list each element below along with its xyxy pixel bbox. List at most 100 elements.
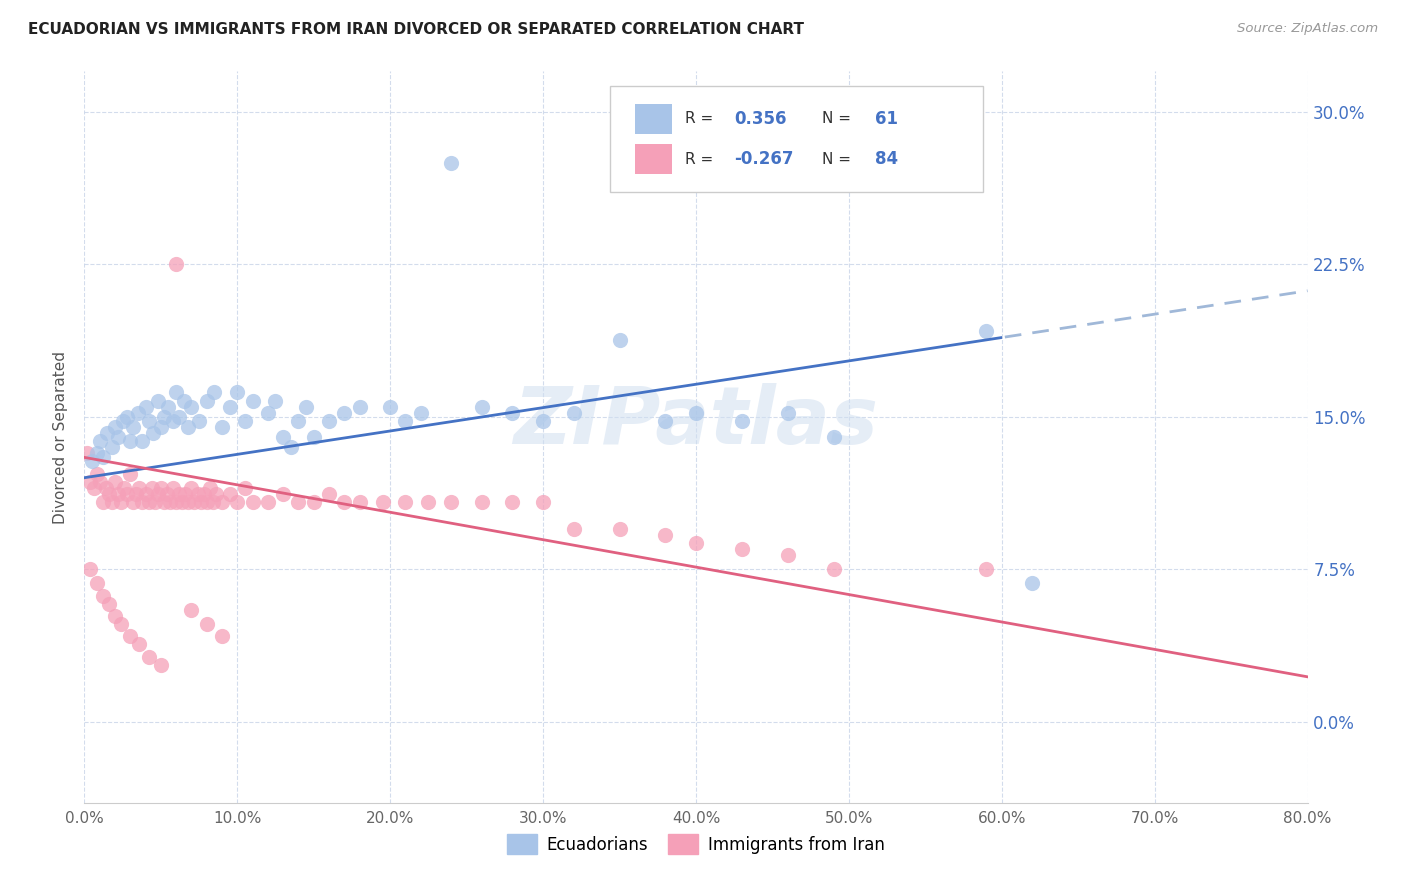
Point	[1021, 576, 1043, 591]
Point	[149, 657, 172, 672]
Point	[654, 527, 676, 541]
Point	[976, 562, 998, 576]
Point	[96, 425, 118, 440]
Point	[110, 617, 132, 632]
Point	[394, 495, 416, 509]
Point	[142, 425, 165, 440]
Text: -0.267: -0.267	[734, 150, 793, 168]
Point	[731, 541, 754, 556]
Point	[287, 414, 309, 428]
Point	[609, 333, 631, 347]
Point	[97, 597, 120, 611]
Point	[131, 434, 153, 449]
Point	[180, 603, 202, 617]
Point	[226, 385, 249, 400]
Point	[180, 481, 202, 495]
Point	[287, 495, 309, 509]
Point	[195, 393, 218, 408]
Point	[110, 495, 132, 509]
Point	[104, 475, 127, 489]
Point	[86, 576, 108, 591]
Point	[120, 467, 142, 481]
Text: 84: 84	[875, 150, 897, 168]
Point	[440, 155, 463, 169]
Text: N =: N =	[823, 112, 856, 127]
Point	[167, 409, 190, 424]
Point	[242, 393, 264, 408]
Point	[162, 481, 184, 495]
Point	[226, 495, 249, 509]
Point	[149, 420, 172, 434]
Point	[138, 649, 160, 664]
Point	[127, 406, 149, 420]
FancyBboxPatch shape	[636, 144, 672, 175]
Point	[128, 481, 150, 495]
Point	[333, 406, 356, 420]
Text: ECUADORIAN VS IMMIGRANTS FROM IRAN DIVORCED OR SEPARATED CORRELATION CHART: ECUADORIAN VS IMMIGRANTS FROM IRAN DIVOR…	[28, 22, 804, 37]
Point	[190, 495, 212, 509]
Point	[128, 637, 150, 651]
Point	[135, 487, 157, 501]
Point	[79, 562, 101, 576]
Point	[776, 548, 799, 562]
Point	[125, 487, 148, 501]
Point	[562, 406, 585, 420]
Point	[135, 400, 157, 414]
Point	[91, 495, 114, 509]
Point	[172, 495, 194, 509]
Point	[177, 420, 200, 434]
Point	[205, 487, 228, 501]
Point	[149, 481, 172, 495]
Point	[143, 495, 166, 509]
Point	[302, 430, 325, 444]
Point	[195, 617, 218, 632]
Point	[211, 420, 233, 434]
Point	[91, 589, 114, 603]
Point	[198, 481, 221, 495]
Point	[107, 430, 129, 444]
Text: Source: ZipAtlas.com: Source: ZipAtlas.com	[1237, 22, 1378, 36]
Point	[173, 393, 195, 408]
Point	[823, 430, 845, 444]
Point	[107, 487, 129, 501]
Point	[97, 487, 120, 501]
Point	[264, 393, 287, 408]
Point	[115, 409, 138, 424]
Point	[94, 481, 117, 495]
Point	[162, 414, 184, 428]
Point	[318, 414, 340, 428]
Text: N =: N =	[823, 152, 856, 167]
Point	[153, 495, 176, 509]
Point	[654, 414, 676, 428]
Point	[531, 495, 554, 509]
Point	[502, 406, 524, 420]
Point	[318, 487, 340, 501]
Point	[180, 400, 202, 414]
Point	[295, 400, 318, 414]
Point	[471, 495, 494, 509]
Point	[218, 400, 240, 414]
Point	[609, 521, 631, 535]
Point	[122, 495, 145, 509]
Text: R =: R =	[685, 112, 718, 127]
Point	[89, 475, 111, 489]
Point	[104, 420, 127, 434]
Point	[188, 414, 211, 428]
Point	[271, 487, 294, 501]
Point	[502, 495, 524, 509]
Point	[193, 487, 215, 501]
Point	[195, 495, 218, 509]
Point	[731, 414, 754, 428]
Point	[685, 406, 707, 420]
Point	[186, 487, 208, 501]
Point	[104, 608, 127, 623]
Point	[349, 400, 371, 414]
Point	[271, 430, 294, 444]
Text: 61: 61	[875, 110, 897, 128]
Point	[80, 454, 103, 468]
Point	[380, 400, 402, 414]
Point	[211, 629, 233, 643]
Point	[89, 434, 111, 449]
Point	[79, 475, 101, 489]
Point	[409, 406, 432, 420]
